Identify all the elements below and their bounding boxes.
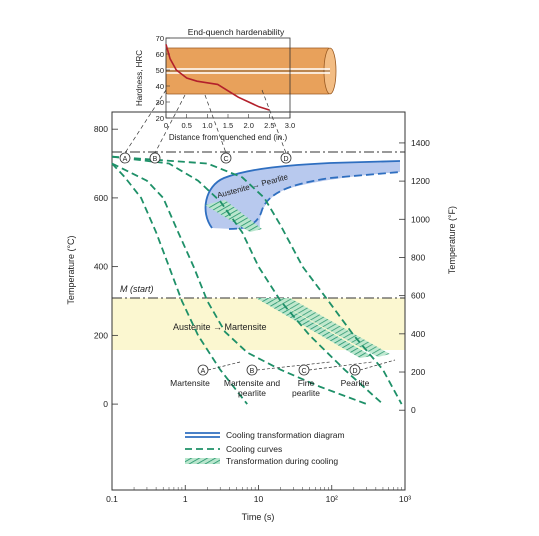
result-arrow-b: [256, 361, 331, 371]
y-left-tick-label: 200: [94, 330, 108, 340]
result-arrow-a: [207, 361, 241, 371]
result-labels: Martensite Martensite and pearlite Fine …: [170, 378, 370, 398]
result-markers: A B C D: [197, 359, 396, 376]
y-right-tick-label: 800: [411, 252, 425, 262]
x-axis-label: Time (s): [242, 512, 275, 522]
y-axis-right-label: Temperature (°F): [447, 206, 457, 274]
guide-dash-c: [204, 94, 227, 154]
austenite-martensite-label: Austenite → Martensite: [173, 322, 267, 332]
ms-start-label: M (start): [120, 284, 154, 294]
cooling-curve-a: [111, 162, 248, 405]
y-right-tick-label: 1000: [411, 214, 430, 224]
pearlite-transformation-region: [205, 161, 400, 230]
inset-x-tick-label: 2.5: [264, 121, 274, 130]
inset-x-tick-label: 0.5: [181, 121, 191, 130]
y-left-tick-label: 400: [94, 262, 108, 272]
cooling-curve-d: [111, 155, 403, 405]
inset-y-tick-label: 30: [156, 98, 164, 107]
legend-label-ctd: Cooling transformation diagram: [226, 430, 345, 440]
result-label-b-1: Martensite and: [224, 378, 280, 388]
result-label-d: Pearlite: [341, 378, 370, 388]
guide-dash-b: [154, 94, 186, 154]
curve-marker-c: [220, 152, 232, 164]
y-right-tick-label: 400: [411, 329, 425, 339]
inset-title: End-quench hardenability: [188, 27, 285, 37]
ctd-start-curve: [204, 160, 401, 229]
x-tick-label: 10: [254, 494, 264, 504]
inset-xlabel: Distance from quenched end (in.): [169, 133, 288, 142]
cooling-curve-c: [111, 155, 384, 405]
guide-dash-a: [124, 89, 167, 154]
y-left-tick-label: 0: [103, 399, 108, 409]
result-label-b-2: pearlite: [238, 388, 266, 398]
x-tick-label: 1: [183, 494, 188, 504]
result-marker-c-label: C: [301, 368, 306, 375]
inset-axes: 70 60 50 40 30 200 0.5 1.0 1.5 2.0 2.5 3.0: [156, 34, 296, 130]
transformation-band-lower: [256, 298, 372, 358]
y-axis-left-label: Temperature (°C): [66, 235, 76, 304]
inset-x-tick-label: 3.0: [285, 121, 295, 130]
y-right-tick-label: 1400: [411, 138, 430, 148]
result-label-a: Martensite: [170, 378, 210, 388]
curve-marker-d: [280, 152, 292, 164]
legend-swatch-transformation: [185, 458, 220, 464]
inset-y-tick-label: 70: [156, 34, 164, 43]
inset-x-tick-label: 2.0: [243, 121, 253, 130]
result-marker-b-label: B: [250, 368, 255, 375]
inset-hardness-curve: [165, 44, 270, 111]
inset-x-tick-label: 0: [164, 121, 168, 130]
inset-y-tick-label: 50: [156, 66, 164, 75]
result-label-c-1: Fine: [298, 378, 315, 388]
inset-y-tick-label: 40: [156, 82, 164, 91]
x-tick-label: 10²: [326, 494, 338, 504]
x-tick-label: 10³: [399, 494, 411, 504]
guide-dash-d: [261, 89, 287, 154]
curve-marker-c-label: C: [223, 156, 228, 163]
curve-marker-b-label: B: [153, 156, 158, 163]
result-arrow-c: [308, 361, 373, 371]
legend-label-cooling: Cooling curves: [226, 444, 282, 454]
curve-marker-a-label: A: [123, 156, 128, 163]
inset-x-tick-label: 1.0: [202, 121, 212, 130]
y-right-tick-label: 0: [411, 405, 416, 415]
legend-label-transformation: Transformation during cooling: [226, 456, 338, 466]
x-tick-label: 0.1: [106, 494, 118, 504]
result-marker-d-label: D: [352, 368, 357, 375]
curve-marker-d-label: D: [283, 156, 288, 163]
inset-hardenability: 70 60 50 40 30 200 0.5 1.0 1.5 2.0 2.5 3.0 End-quen…: [124, 27, 337, 154]
result-marker-a-label: A: [201, 368, 206, 375]
y-right-tick-label: 200: [411, 367, 425, 377]
result-arrow-d: [359, 359, 396, 371]
inset-ylabel: Hardness, HRC: [135, 50, 144, 106]
inset-y-tick-label: 60: [156, 50, 164, 59]
legend: Cooling transformation diagram Cooling c…: [185, 430, 345, 466]
y-left-tick-label: 800: [94, 124, 108, 134]
axis-ticks: 0.1 1 10 10² 10³ 800 600 400 200 0 1400 1200 1000 800…: [94, 124, 430, 504]
inset-x-tick-label: 1.5: [223, 121, 233, 130]
transformation-band-upper: [205, 200, 262, 232]
y-right-tick-label: 1200: [411, 176, 430, 186]
curve-marker-a: [119, 152, 131, 164]
cooling-curves: [111, 155, 403, 405]
cooling-curve-b: [111, 162, 368, 405]
y-left-tick-label: 600: [94, 193, 108, 203]
result-label-c-2: pearlite: [292, 388, 320, 398]
curve-start-markers: A B C D: [119, 152, 292, 164]
y-right-tick-label: 600: [411, 291, 425, 301]
inset-y-tick-label: 20: [156, 114, 164, 123]
